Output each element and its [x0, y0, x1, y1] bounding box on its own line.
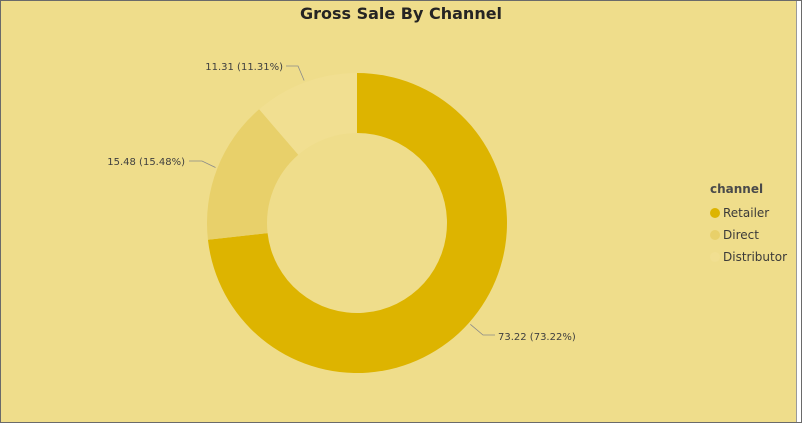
- legend-label-distributor: Distributor: [723, 250, 788, 264]
- chart-title: Gross Sale By Channel: [299, 4, 503, 23]
- legend-item-direct[interactable]: Direct: [710, 224, 787, 246]
- scrollbar-edge: [796, 1, 801, 422]
- legend-marker-retailer: [710, 208, 720, 218]
- data-label-distributor: 11.31 (11.31%): [205, 62, 283, 73]
- donut-slice-retailer[interactable]: [207, 73, 508, 373]
- data-label-direct: 15.48 (15.48%): [107, 157, 185, 168]
- leader-line-distributor: [286, 65, 305, 81]
- leader-line-retailer: [470, 323, 495, 336]
- legend-item-retailer[interactable]: Retailer: [710, 202, 787, 224]
- legend-marker-direct: [710, 230, 720, 240]
- donut-slice-distributor[interactable]: [259, 73, 357, 155]
- legend-label-retailer: Retailer: [723, 206, 770, 220]
- legend: channel Retailer Direct Distributor: [710, 182, 787, 268]
- legend-label-direct: Direct: [723, 228, 759, 242]
- donut-slice-direct[interactable]: [207, 109, 299, 240]
- leader-line-direct: [189, 160, 216, 168]
- legend-marker-distributor: [710, 252, 720, 262]
- legend-item-distributor[interactable]: Distributor: [710, 246, 787, 268]
- legend-title: channel: [710, 182, 764, 196]
- data-label-retailer: 73.22 (73.22%): [498, 332, 576, 343]
